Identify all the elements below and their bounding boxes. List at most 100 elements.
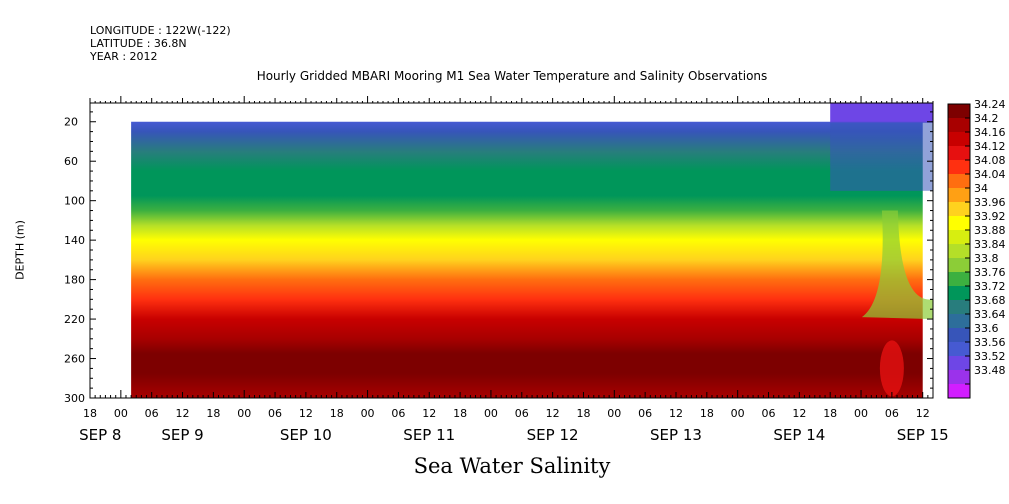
x-day-label: SEP 15	[897, 426, 949, 444]
x-day-label: SEP 11	[403, 426, 455, 444]
x-hour-label: 18	[700, 407, 714, 420]
x-hour-label: 12	[546, 407, 560, 420]
anomaly-plume	[861, 210, 933, 320]
x-hour-label: 00	[361, 407, 375, 420]
x-hour-label: 00	[731, 407, 745, 420]
x-axis: 18 00 06 12 18 00 06 12 18 00 06 12 18 00 06 12 18 00 06 12…	[79, 96, 949, 444]
y-tick-label: 180	[64, 274, 85, 287]
y-tick-label: 220	[64, 313, 85, 326]
x-day-label: SEP 8	[79, 426, 121, 444]
colorbar-swatch	[948, 174, 970, 189]
salinity-field	[131, 121, 923, 398]
x-hour-label: 12	[792, 407, 806, 420]
y-tick-label: 100	[64, 195, 85, 208]
y-tick-label: 300	[64, 392, 85, 405]
x-hour-label: 00	[484, 407, 498, 420]
x-day-label: SEP 10	[280, 426, 332, 444]
x-hour-label: 06	[885, 407, 899, 420]
y-tick-label: 20	[64, 116, 78, 129]
x-hour-label: 06	[268, 407, 282, 420]
colorbar-label: 34.24	[974, 98, 1006, 111]
y-tick-label: 140	[64, 234, 85, 247]
colorbar-label: 34	[974, 182, 988, 195]
y-tick-label: 60	[64, 155, 78, 168]
x-hour-label: 06	[145, 407, 159, 420]
x-hour-label: 00	[114, 407, 128, 420]
colorbar-swatch	[948, 230, 970, 245]
x-hour-label: 12	[916, 407, 930, 420]
colorbar-swatch	[948, 258, 970, 273]
x-hour-label: 06	[762, 407, 776, 420]
colorbar-swatch	[948, 272, 970, 287]
x-day-label: SEP 9	[161, 426, 203, 444]
colorbar-label: 33.88	[974, 224, 1006, 237]
plot-area	[89, 102, 934, 399]
colorbar-frame	[947, 103, 971, 399]
x-day-label: SEP 14	[773, 426, 825, 444]
x-hour-label: 18	[83, 407, 97, 420]
deep-anomaly	[879, 340, 904, 397]
x-hour-label: 18	[206, 407, 220, 420]
colorbar-label: 34.12	[974, 140, 1006, 153]
colorbar-label: 33.8	[974, 252, 999, 265]
x-hour-label: 18	[453, 407, 467, 420]
colorbar-label: 33.48	[974, 364, 1006, 377]
x-hour-label: 18	[576, 407, 590, 420]
longitude-label: LONGITUDE : 122W(-122)	[90, 24, 231, 37]
colorbar-swatch	[948, 216, 970, 231]
upper-fresh-layer	[830, 121, 933, 191]
colorbar-swatch	[948, 328, 970, 343]
colorbar-swatch	[948, 384, 970, 399]
x-hour-label: 06	[515, 407, 529, 420]
x-day-label: SEP 12	[527, 426, 579, 444]
x-hour-label: 18	[330, 407, 344, 420]
colorbar-label: 33.56	[974, 336, 1006, 349]
colorbar-label: 33.92	[974, 210, 1006, 223]
colorbar-label: 33.68	[974, 294, 1006, 307]
colorbar-swatch	[948, 342, 970, 357]
x-hour-label: 12	[422, 407, 436, 420]
colorbar-label: 34.2	[974, 112, 999, 125]
colorbar-swatch	[948, 202, 970, 217]
chart-title: Hourly Gridded MBARI Mooring M1 Sea Wate…	[256, 69, 768, 83]
x-hour-label: 00	[237, 407, 251, 420]
colorbar-swatch	[948, 104, 970, 119]
x-hour-label: 06	[638, 407, 652, 420]
colorbar-swatch	[948, 286, 970, 301]
x-hour-label: 12	[176, 407, 190, 420]
x-hour-label: 06	[391, 407, 405, 420]
x-day-label: SEP 13	[650, 426, 702, 444]
year-label: YEAR : 2012	[90, 50, 158, 63]
colorbar-swatch	[948, 314, 970, 329]
colorbar-label: 33.6	[974, 322, 999, 335]
colorbar-swatch	[948, 188, 970, 203]
colorbar-swatch	[948, 160, 970, 175]
colorbar-label: 33.52	[974, 350, 1006, 363]
colorbar-label: 34.04	[974, 168, 1006, 181]
colorbar-swatch	[948, 356, 970, 371]
colorbar-swatch	[948, 300, 970, 315]
colorbar-swatch	[948, 370, 970, 385]
x-hour-label: 00	[854, 407, 868, 420]
colorbar-swatch	[948, 118, 970, 133]
x-hour-label: 12	[299, 407, 313, 420]
x-hour-label: 00	[607, 407, 621, 420]
contour-fill	[131, 103, 933, 398]
colorbar-swatch	[948, 132, 970, 147]
colorbar-swatch	[948, 146, 970, 161]
colorbar-label: 33.64	[974, 308, 1006, 321]
colorbar-label: 33.76	[974, 266, 1006, 279]
y-tick-label: 260	[64, 353, 85, 366]
colorbar: 34.2434.234.1634.1234.0834.043433.9633.9…	[947, 98, 1006, 399]
colorbar-label: 34.16	[974, 126, 1006, 139]
surface-low-salinity	[830, 103, 933, 123]
colorbar-label: 33.96	[974, 196, 1006, 209]
x-hour-label: 18	[823, 407, 837, 420]
colorbar-label: 34.08	[974, 154, 1006, 167]
latitude-label: LATITUDE : 36.8N	[90, 37, 187, 50]
variable-label: Sea Water Salinity	[413, 454, 611, 478]
y-axis: 20 60 100 140 180 220 260 300	[64, 111, 933, 405]
colorbar-swatch	[948, 244, 970, 259]
x-hour-label: 12	[669, 407, 683, 420]
